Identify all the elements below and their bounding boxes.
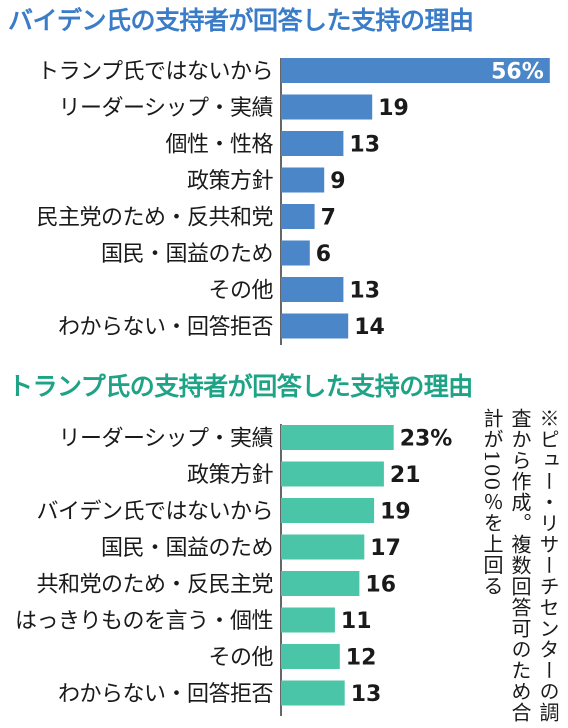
trump-value-label: 23%: [400, 427, 453, 452]
biden-bar: [281, 167, 325, 193]
biden-category-label: リーダーシップ・実績: [58, 96, 273, 121]
trump-category-label: はっきりものを言う・個性: [15, 609, 273, 634]
biden-category-label: 政策方針: [187, 169, 274, 194]
trump-category-label: わからない・回答拒否: [58, 682, 274, 707]
biden-value-label: 56%: [491, 60, 544, 85]
trump-value-label: 16: [365, 573, 396, 598]
trump-category-label: リーダーシップ・実績: [58, 427, 273, 452]
biden-value-label: 9: [330, 169, 345, 194]
trump-value-label: 12: [346, 646, 377, 671]
chart-title-trump: トランプ氏の支持者が回答した支持の理由: [8, 372, 473, 401]
biden-category-label: わからない・回答拒否: [58, 315, 274, 340]
biden-bar: [281, 94, 373, 120]
trump-bar: [281, 534, 365, 560]
biden-value-label: 19: [378, 96, 409, 121]
biden-category-label: 民主党のため・反共和党: [36, 206, 273, 231]
trump-category-label: 政策方針: [187, 463, 274, 488]
biden-bar: [281, 240, 310, 266]
biden-category-label: トランプ氏ではないから: [37, 60, 273, 85]
trump-category-label: 国民・国益のため: [101, 536, 273, 561]
biden-bar: [281, 58, 550, 83]
biden-value-label: 13: [349, 133, 380, 158]
biden-category-label: 個性・性格: [165, 133, 273, 158]
biden-value-label: 14: [354, 315, 385, 340]
trump-category-label: その他: [208, 646, 273, 671]
biden-value-label: 13: [349, 279, 380, 304]
trump-bar: [281, 644, 340, 669]
trump-value-label: 21: [390, 463, 421, 488]
trump-bar: [281, 607, 335, 633]
biden-chart-group: トランプ氏ではないから 56% リーダーシップ・実績 19 個性・性格 13 政策方針 9 民主…: [36, 58, 550, 340]
trump-category-label: 共和党のため・反民主党: [36, 573, 273, 598]
chart-title-biden: バイデン氏の支持者が回答した支持の理由: [8, 6, 474, 35]
trump-bar: [281, 461, 384, 487]
biden-bar: [281, 131, 344, 156]
trump-bar: [281, 498, 375, 523]
biden-bar: [281, 204, 315, 229]
trump-bar: [281, 571, 360, 596]
biden-bar: [281, 313, 349, 339]
biden-bar: [281, 277, 344, 302]
trump-bar: [281, 680, 345, 706]
biden-value-label: 7: [321, 206, 336, 231]
trump-bar: [281, 425, 394, 450]
biden-value-label: 6: [316, 242, 331, 267]
biden-category-label: その他: [208, 279, 273, 304]
trump-value-label: 13: [351, 682, 382, 707]
trump-chart-group: リーダーシップ・実績 23% 政策方針 21 バイデン氏ではないから 19 国民・国益のため…: [15, 425, 452, 707]
biden-category-label: 国民・国益のため: [101, 242, 273, 267]
trump-category-label: バイデン氏ではないから: [36, 500, 273, 525]
trump-value-label: 11: [341, 609, 372, 634]
source-note: ※ピュー・リサーチセンターの調査から作成。複数回答可のため合計が100％を上回る: [480, 408, 560, 723]
trump-value-label: 17: [370, 536, 401, 561]
trump-value-label: 19: [380, 500, 411, 525]
